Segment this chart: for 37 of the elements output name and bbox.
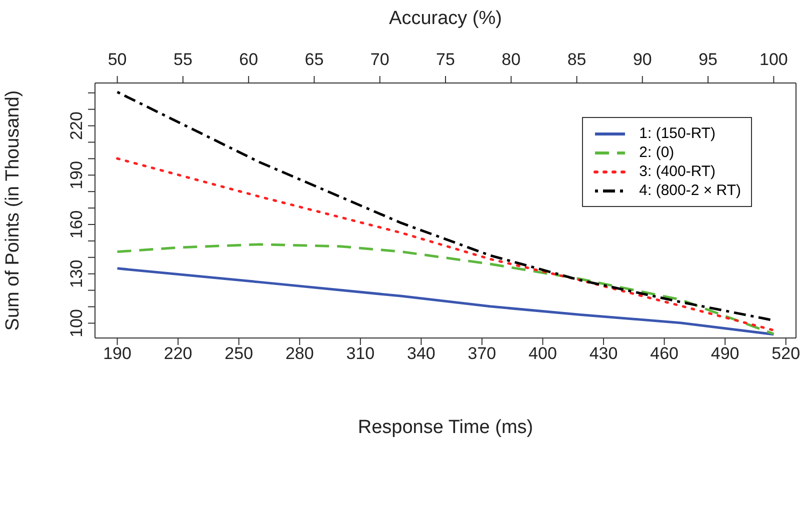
x2-tick-label: 65 xyxy=(304,50,324,69)
x-tick-label: 310 xyxy=(346,344,375,364)
y-tick-label: 130 xyxy=(67,260,86,288)
line-series xyxy=(116,243,775,336)
x-tick-label: 490 xyxy=(710,344,740,364)
x2-tick-label: 50 xyxy=(108,50,127,69)
x2-tick-label: 90 xyxy=(632,50,652,69)
y-axis-title: Sum of Points (in Thousand) xyxy=(2,90,24,331)
x2-tick-label: 80 xyxy=(502,50,521,69)
x-tick-label: 430 xyxy=(589,344,618,364)
x-axis-title: Response Time (ms) xyxy=(358,417,534,438)
x2-tick-label: 85 xyxy=(567,50,586,69)
x-tick-label: 190 xyxy=(103,344,132,364)
x2-tick-label: 100 xyxy=(759,50,788,69)
y-tick-label: 220 xyxy=(67,112,86,140)
x-tick-label: 280 xyxy=(285,344,314,364)
x-tick-label: 250 xyxy=(224,344,254,364)
x-tick-label: 400 xyxy=(528,344,557,364)
x-tick-label: 340 xyxy=(407,344,436,364)
x2-tick-label: 55 xyxy=(173,50,192,69)
legend-label: 4: (800-2 × RT) xyxy=(639,182,741,199)
y-tick-label: 190 xyxy=(67,160,86,190)
x2-tick-label: 95 xyxy=(698,50,718,69)
legend-label: 2: (0) xyxy=(639,144,674,161)
y-tick-label: 160 xyxy=(67,210,86,239)
y-tick-label: 100 xyxy=(67,309,86,338)
line-series xyxy=(116,267,775,336)
x-tick-label: 520 xyxy=(772,344,800,364)
x2-tick-label: 70 xyxy=(370,50,390,69)
legend-label: 3: (400-RT) xyxy=(639,163,716,180)
legend-label: 1: (150-RT) xyxy=(639,125,716,142)
x2-axis-title: Accuracy (%) xyxy=(389,8,502,29)
x-tick-label: 220 xyxy=(164,344,192,364)
x-tick-label: 460 xyxy=(650,344,678,364)
x2-tick-label: 75 xyxy=(436,50,455,69)
x-tick-label: 370 xyxy=(468,344,496,364)
x2-tick-label: 60 xyxy=(239,50,258,69)
